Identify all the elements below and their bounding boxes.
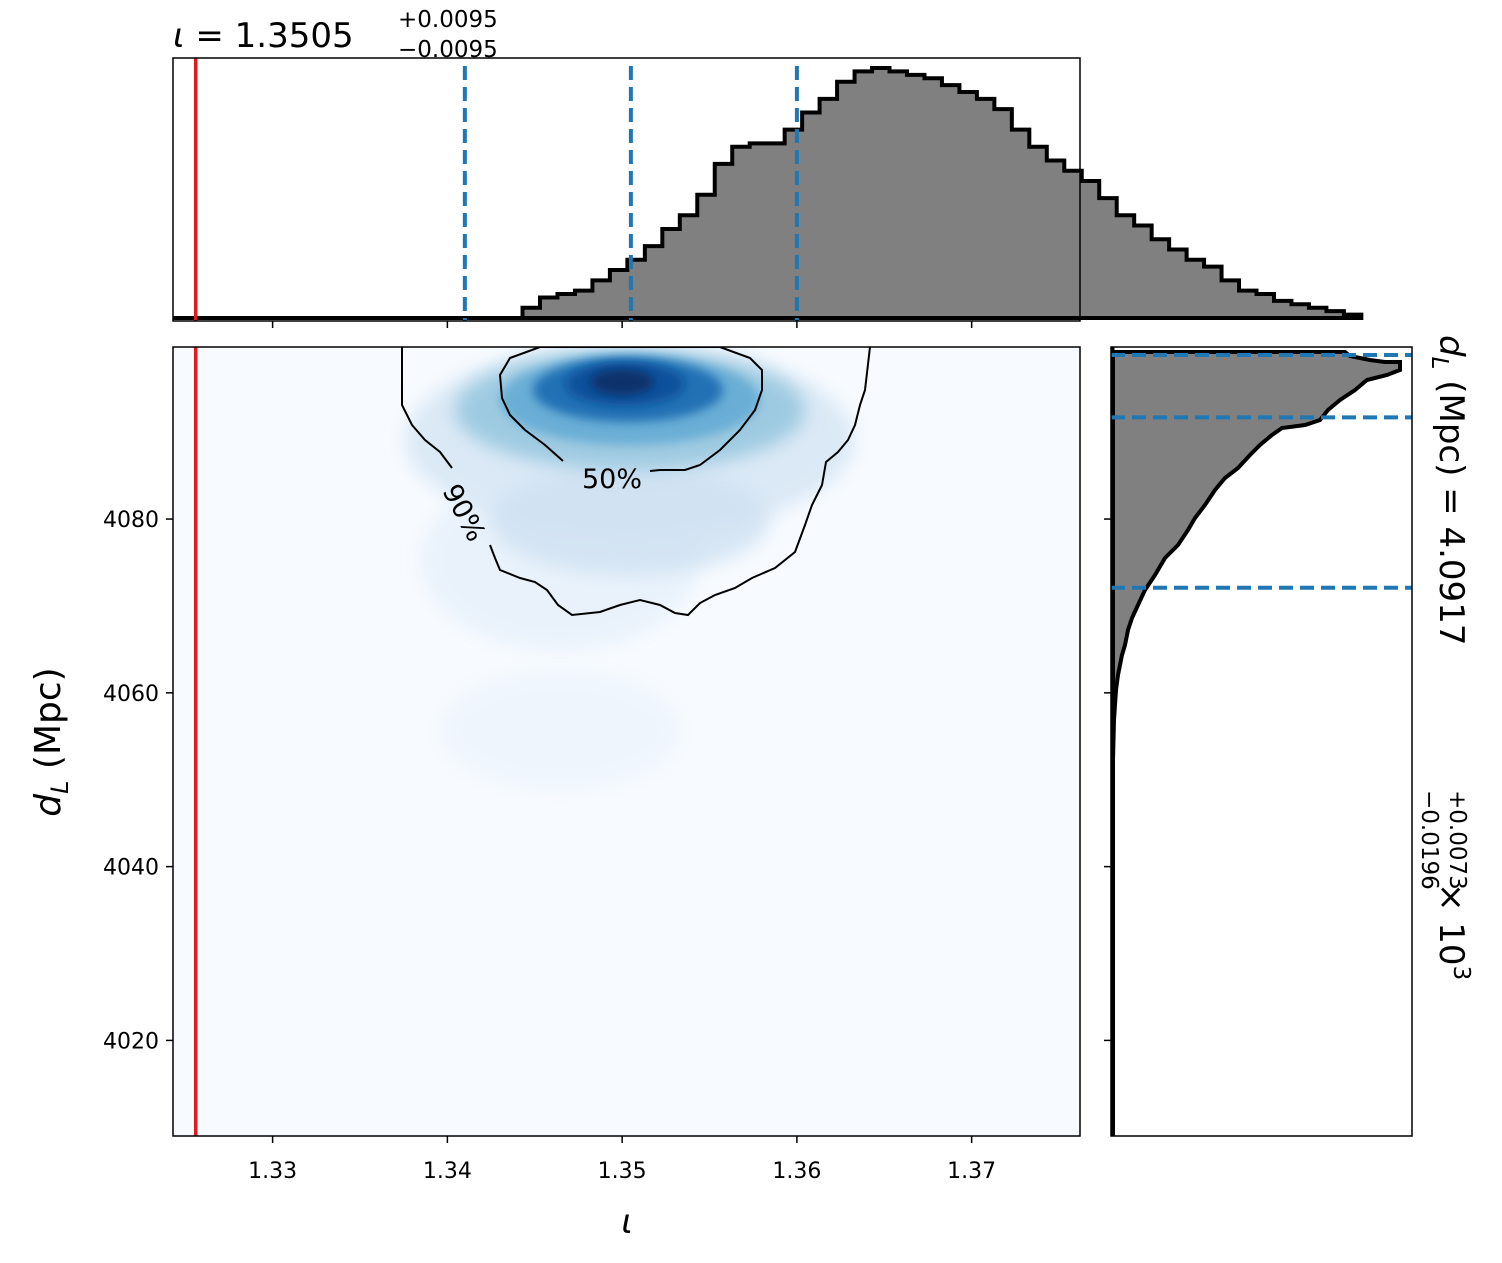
- joint-x-ticks: 1.33 1.34 1.35 1.36 1.37: [248, 1136, 996, 1184]
- top-panel-frame: [172, 57, 1081, 322]
- y-tick-label: 4060: [103, 682, 159, 707]
- heatmap-density: [405, 347, 855, 790]
- top-x-ticks: [271, 321, 973, 328]
- right-label-main: dL (Mpc) = 4.0917: [1426, 335, 1471, 645]
- top-title-minus: −0.0095: [398, 37, 498, 63]
- right-label: dL (Mpc) = 4.0917 +0.0073 −0.0196 × 103: [1416, 335, 1474, 980]
- joint-y-ticks: 4020 4040 4060 4080: [103, 508, 173, 1054]
- right-panel-frame: [1110, 346, 1413, 1137]
- x-tick-label: 1.35: [598, 1159, 647, 1184]
- top-title-plus: +0.0095: [398, 7, 498, 33]
- y-axis-label: dL (Mpc): [28, 667, 74, 816]
- top-quantile-lines: [193, 58, 799, 321]
- x-tick-label: 1.37: [947, 1159, 996, 1184]
- top-marginal-panel: ι = 1.3505 +0.0095 −0.0095: [172, 7, 1364, 328]
- joint-panel: 50% 90% 1.33 1.34 1.35 1.36 1.37 40204040406…: [28, 346, 1081, 1242]
- right-label-multiplier: × 103: [1431, 883, 1474, 980]
- top-title: ι = 1.3505: [173, 16, 354, 56]
- right-label-minus: −0.0196: [1416, 790, 1442, 890]
- x-tick-label: 1.34: [423, 1159, 472, 1184]
- y-tick-label: 4040: [103, 856, 159, 881]
- contour-90: [401, 347, 871, 617]
- contour-label-50: 50%: [582, 464, 642, 495]
- right-label-plus: +0.0073: [1444, 790, 1470, 890]
- contours: [401, 347, 871, 617]
- y-tick-label: 4080: [103, 508, 159, 533]
- right-marginal-panel: dL (Mpc) = 4.0917 +0.0073 −0.0196 × 103: [1104, 335, 1474, 1137]
- x-tick-label: 1.36: [772, 1159, 821, 1184]
- joint-panel-frame: [172, 346, 1081, 1137]
- y-tick-label: 4020: [103, 1029, 159, 1054]
- right-quantile-lines: [1111, 353, 1412, 590]
- x-tick-label: 1.33: [248, 1159, 297, 1184]
- top-histogram-bars: [173, 66, 1364, 320]
- right-y-ticks: [1104, 518, 1111, 1042]
- right-histogram: [1111, 350, 1402, 1136]
- top-histogram: [173, 66, 1364, 320]
- x-axis-label: ι: [621, 1202, 633, 1242]
- contour-50: [498, 347, 763, 472]
